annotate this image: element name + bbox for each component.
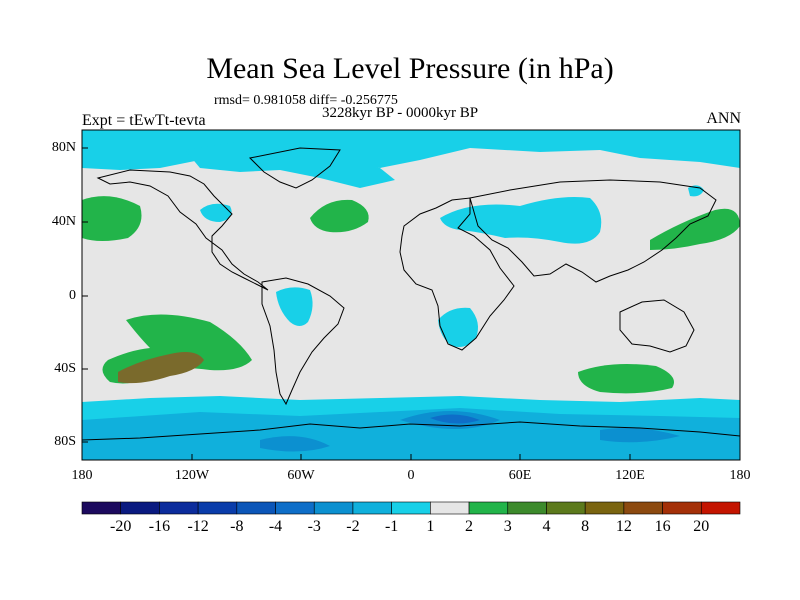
y-tick-label: 40S xyxy=(54,361,76,376)
colorbar-label: 12 xyxy=(615,518,632,535)
x-tick-label: 120W xyxy=(174,468,210,483)
x-tick-label: 180 xyxy=(729,468,751,483)
colorbar-label: -1 xyxy=(384,518,399,535)
colorbar-swatch xyxy=(352,501,392,515)
colorbar-swatch xyxy=(236,501,276,515)
colorbar-swatch xyxy=(546,501,586,515)
colorbar-swatch xyxy=(159,501,199,515)
colorbar-swatch xyxy=(313,501,354,515)
south-america-coast xyxy=(261,277,345,406)
colorbar-label: -16 xyxy=(148,518,171,535)
colorbar-label: 1 xyxy=(426,518,435,535)
colorbar-label: 3 xyxy=(503,518,512,535)
colorbar-swatch xyxy=(81,501,122,515)
coastlines xyxy=(82,147,740,441)
arctic-negative-region xyxy=(82,130,740,170)
colorbar-swatch xyxy=(197,501,238,515)
north-atlantic-positive-patch xyxy=(310,199,369,233)
colorbar-swatch xyxy=(275,501,315,515)
colorbar-label: -8 xyxy=(230,518,244,535)
north-america-coast xyxy=(96,169,269,291)
colorbar-label: -3 xyxy=(307,518,321,535)
x-tick-label: 120E xyxy=(615,468,645,483)
colorbar-swatch xyxy=(120,501,160,515)
colorbar xyxy=(81,501,741,515)
colorbar-swatch xyxy=(584,501,625,515)
south-pacific-negative-patch xyxy=(260,436,330,452)
amazon-negative-patch xyxy=(276,287,313,326)
asia-coast xyxy=(469,179,717,283)
axis-ticks xyxy=(81,147,741,460)
colorbar-swatch xyxy=(391,501,431,515)
colorbar-swatch xyxy=(430,501,470,515)
antarctica-coast xyxy=(82,421,740,441)
atlantic-negative-patch xyxy=(200,203,232,222)
greenland-negative-region xyxy=(185,140,395,188)
colorbar-label: 4 xyxy=(542,518,551,535)
map-plot-area xyxy=(82,130,740,460)
australia-coast xyxy=(619,299,695,353)
colorbar-swatch xyxy=(700,501,741,515)
y-tick-label: 80S xyxy=(54,434,76,449)
y-tick-label: 0 xyxy=(69,288,76,303)
colorbar-label: 8 xyxy=(581,518,590,535)
colorbar-swatch xyxy=(662,501,702,515)
northwest-pacific-positive-patch xyxy=(650,208,740,250)
period-text: 3228kyr BP - 0000kyr BP xyxy=(322,105,479,121)
colorbar-swatch xyxy=(468,501,509,515)
colorbar-label: 2 xyxy=(465,518,474,535)
colorbar-label: 16 xyxy=(654,518,671,535)
map-title: Mean Sea Level Pressure (in hPa) xyxy=(206,52,614,85)
colorbar-label: -4 xyxy=(268,518,283,535)
colorbar-label: -12 xyxy=(187,518,209,535)
colorbar-swatch xyxy=(623,501,663,515)
antarctic-negative-patch xyxy=(600,428,680,443)
asia-negative-region xyxy=(440,197,602,244)
colorbar-label: 20 xyxy=(693,518,710,535)
southern-negative-core xyxy=(82,408,740,460)
europe-africa-coast xyxy=(399,197,515,351)
colorbar-swatch xyxy=(507,501,547,515)
x-tick-label: 60E xyxy=(508,468,532,483)
colorbar-label: -2 xyxy=(346,518,360,535)
x-tick-label: 180 xyxy=(71,468,93,483)
indian-ocean-positive-patch xyxy=(578,364,674,394)
colorbar-label: -20 xyxy=(110,518,132,535)
stats-text: rmsd= 0.981058 diff= -0.256775 xyxy=(214,93,398,108)
south-pacific-strong-positive-core xyxy=(118,352,204,384)
experiment-label: Expt = tEwTt-tevta xyxy=(82,112,206,129)
season-label: ANN xyxy=(706,110,741,127)
y-tick-label: 80N xyxy=(51,140,76,155)
greenland-coast xyxy=(248,147,341,189)
x-tick-label: 0 xyxy=(407,468,415,483)
south-africa-negative-patch xyxy=(438,307,478,347)
southern-negative-deepest-core xyxy=(430,414,480,424)
x-tick-label: 60W xyxy=(287,468,315,483)
y-tick-label: 40N xyxy=(51,214,76,229)
north-pacific-positive-patch xyxy=(82,196,142,241)
